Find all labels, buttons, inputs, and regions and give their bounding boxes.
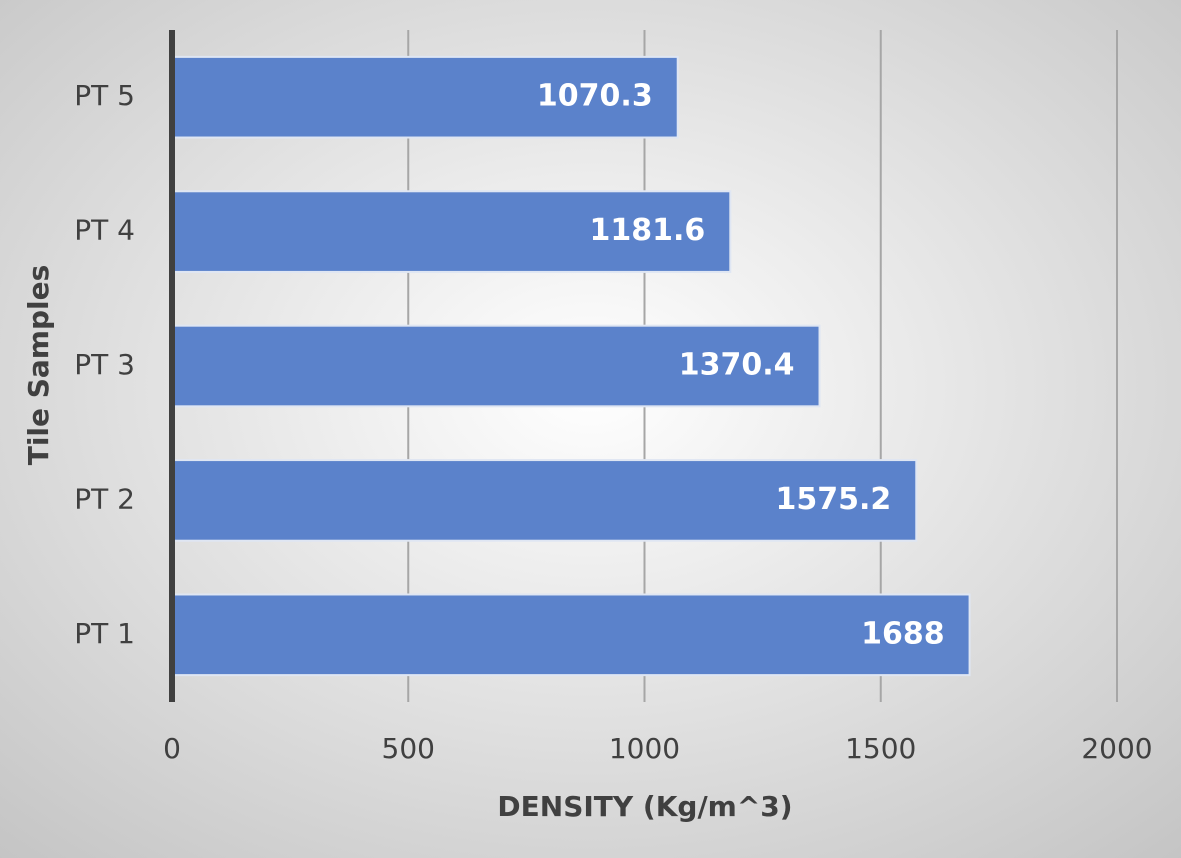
x-tick-label: 2000 — [1081, 732, 1152, 765]
x-axis-title: DENSITY (Kg/m^3) — [497, 790, 792, 823]
bar — [171, 55, 679, 139]
y-axis-title: Tile Samples — [22, 265, 55, 466]
x-tick-label: 1000 — [609, 732, 680, 765]
value-label: 1070.3 — [537, 79, 653, 114]
y-tick-label: PT 2 — [74, 482, 135, 515]
value-label: 1575.2 — [776, 482, 892, 517]
y-tick-label: PT 5 — [74, 79, 135, 112]
x-tick-label: 1500 — [845, 732, 916, 765]
bar — [171, 190, 732, 273]
bar — [171, 324, 821, 408]
value-label: 1370.4 — [679, 348, 795, 383]
bar — [171, 593, 971, 677]
y-tick-label: PT 1 — [74, 617, 135, 650]
x-tick-label: 500 — [382, 732, 435, 765]
x-tick-label: 0 — [163, 732, 181, 765]
y-tick-label: PT 3 — [74, 348, 135, 381]
y-tick-label: PT 4 — [74, 214, 135, 247]
value-label: 1688 — [861, 616, 945, 651]
value-label: 1181.6 — [590, 213, 706, 248]
